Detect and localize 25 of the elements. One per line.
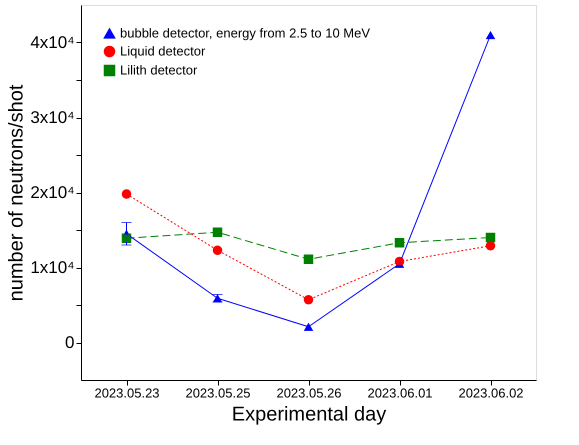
point bbox=[486, 241, 496, 250]
point bbox=[304, 295, 314, 304]
point bbox=[212, 228, 222, 237]
point bbox=[394, 238, 404, 248]
y-tick-label: 3x10⁴ bbox=[30, 108, 74, 127]
x-tick-label: 2023.05.26 bbox=[276, 386, 342, 400]
x-tick-label: 2023.06.02 bbox=[458, 386, 524, 400]
y-tick-label: 0 bbox=[65, 333, 74, 352]
legend-label: bubble detector, energy from 2.5 to 10 MeV bbox=[120, 26, 370, 40]
legend-label: Liquid detector bbox=[120, 44, 206, 58]
point bbox=[122, 189, 132, 199]
point bbox=[304, 322, 314, 331]
point bbox=[486, 30, 496, 40]
y-tick-label: 1x10⁴ bbox=[30, 258, 74, 277]
x-tick-label: 2023.05.25 bbox=[185, 386, 251, 400]
x-tick-label: 2023.06.01 bbox=[367, 386, 433, 400]
y-tick-label: 4x10⁴ bbox=[30, 33, 74, 52]
x-axis-title: Experimental day bbox=[232, 404, 386, 426]
y-tick-label: 2x10⁴ bbox=[30, 183, 74, 202]
point bbox=[304, 254, 314, 264]
point bbox=[122, 234, 132, 243]
legend-label: Lilith detector bbox=[120, 62, 198, 78]
point bbox=[212, 246, 222, 255]
x-tick-label: 2023.05.23 bbox=[94, 386, 160, 400]
y-axis-title: number of neutrons/shot bbox=[5, 84, 28, 302]
